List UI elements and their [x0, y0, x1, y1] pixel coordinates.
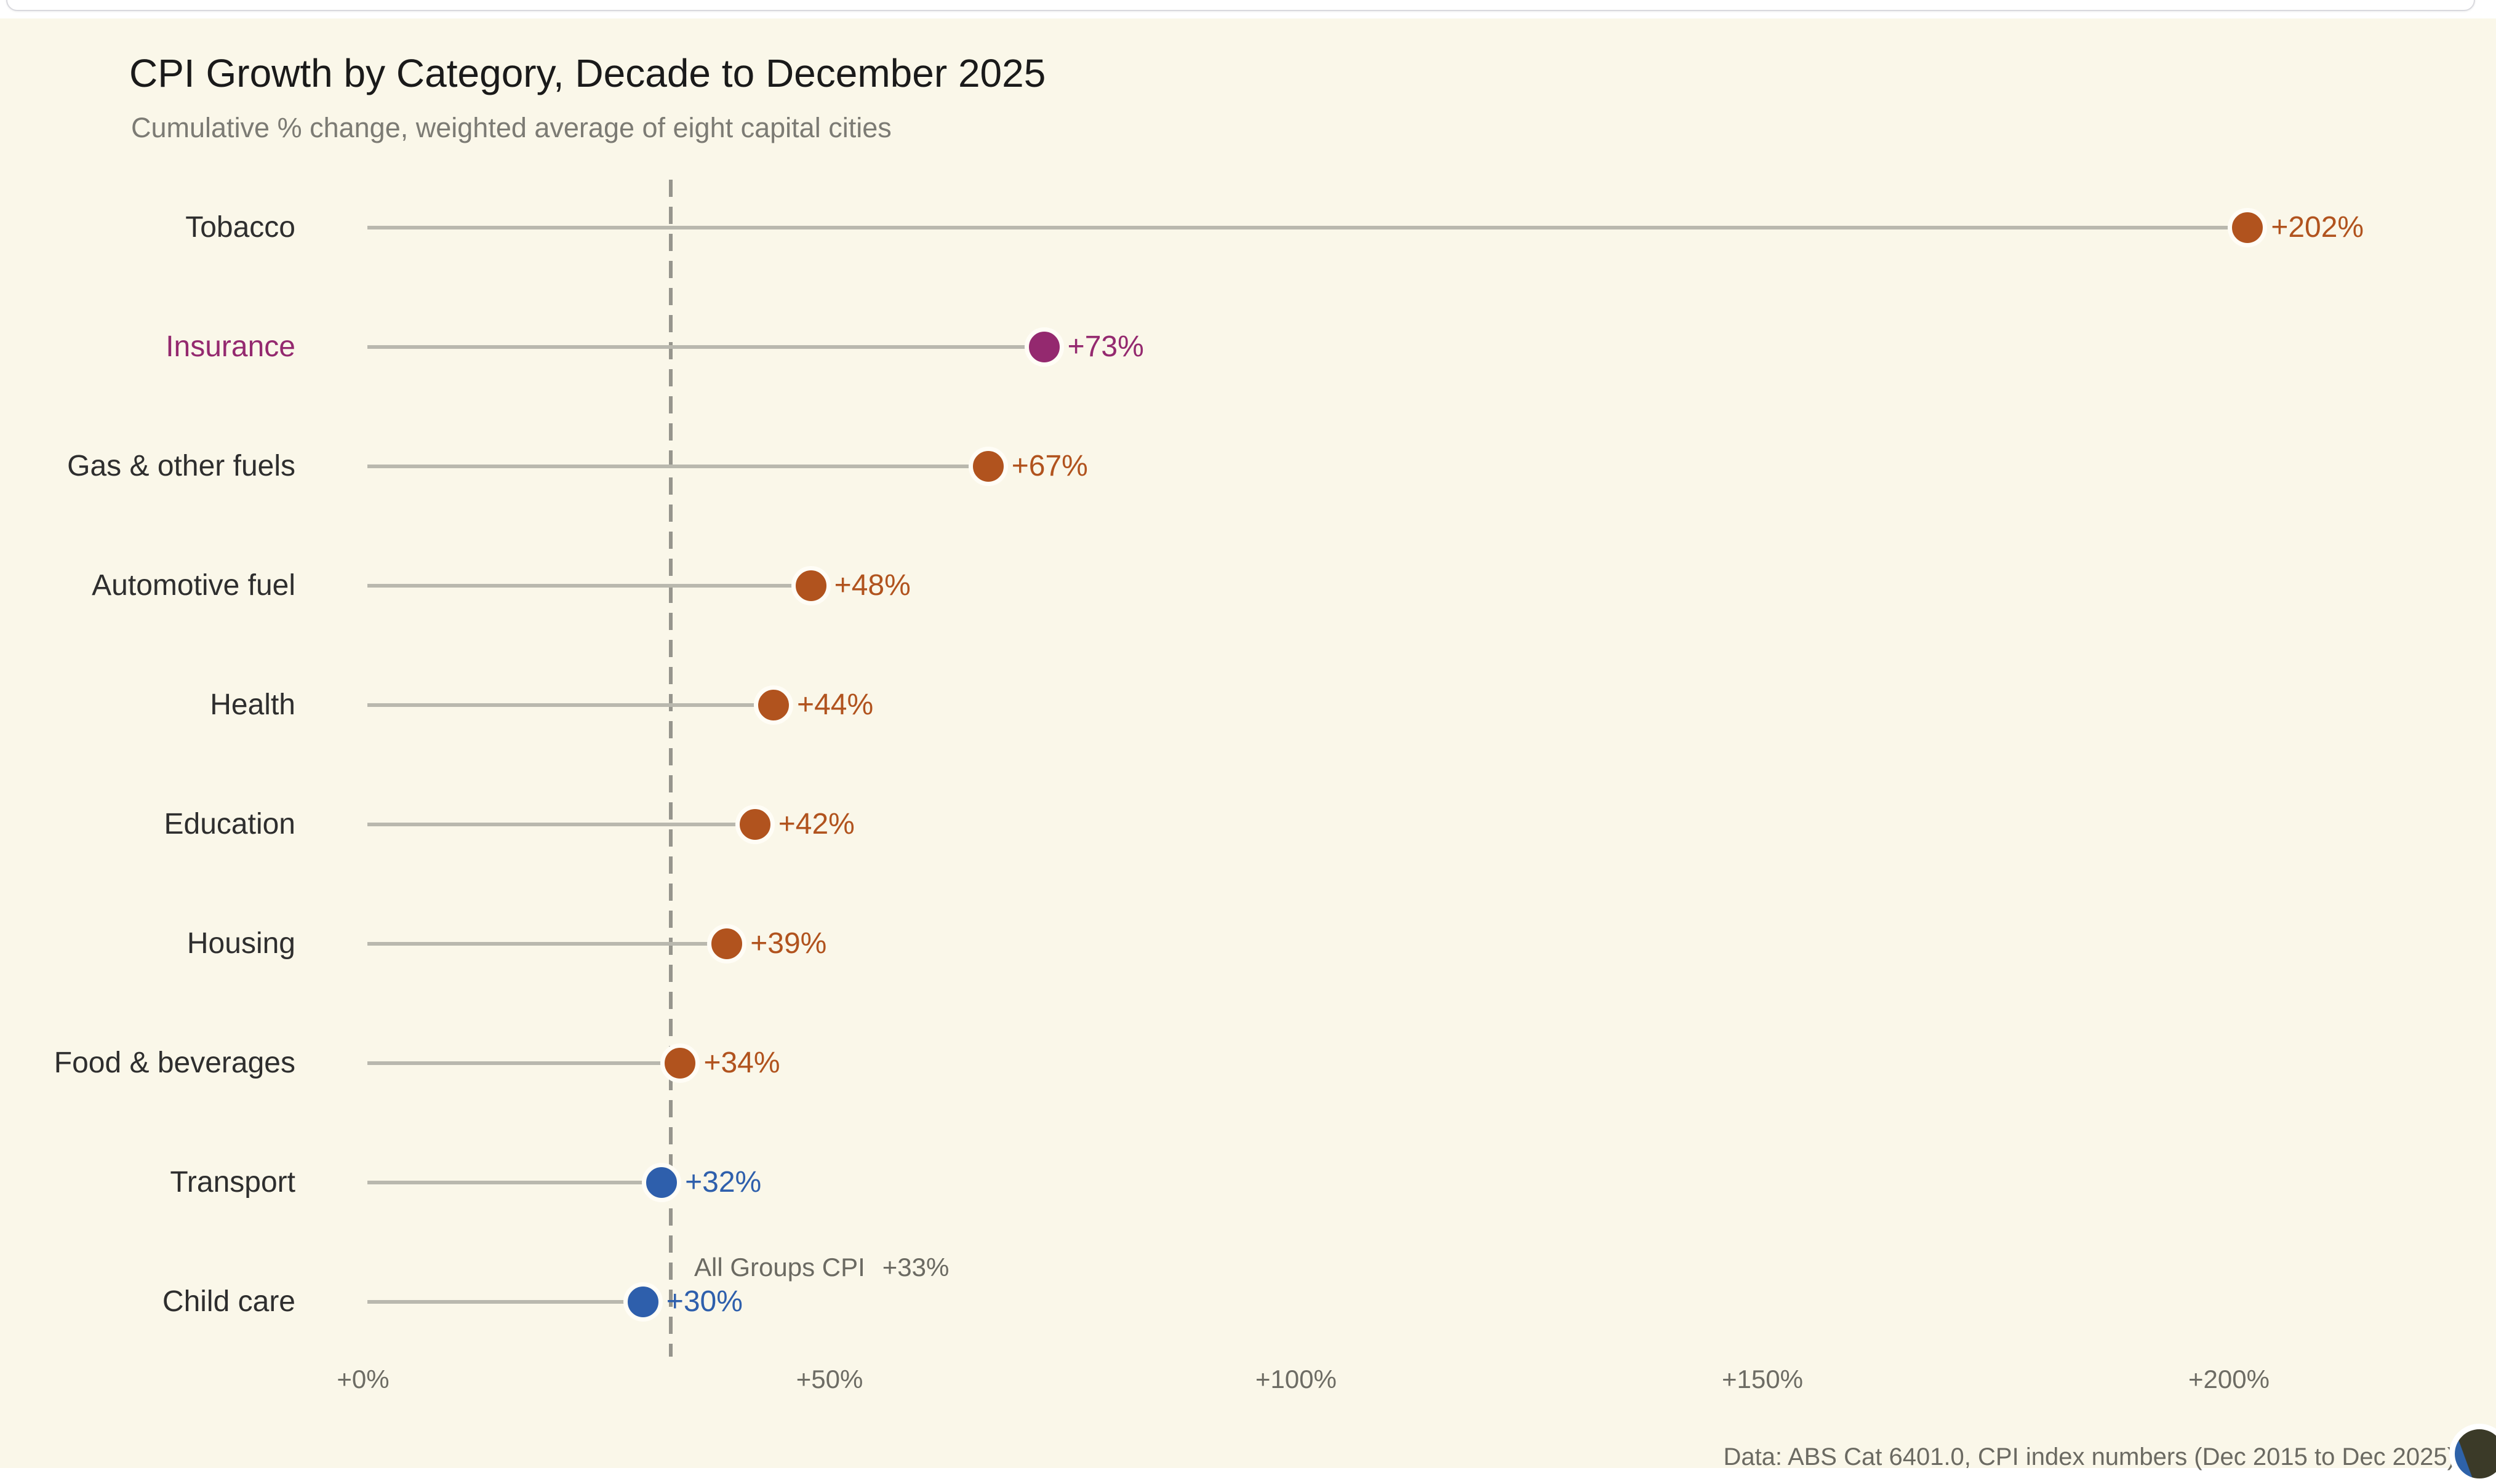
data-point-dot[interactable] [2228, 208, 2268, 247]
browser-chrome-bar [6, 0, 2475, 11]
data-point-dot[interactable] [707, 924, 747, 963]
category-label: Food & beverages [54, 1047, 295, 1079]
chart-subtitle: Cumulative % change, weighted average of… [131, 112, 892, 143]
category-label: Child care [162, 1285, 295, 1318]
lollipop-stem [367, 1061, 681, 1065]
category-label: Insurance [166, 330, 295, 363]
lollipop-stem [367, 942, 727, 946]
category-label: Gas & other fuels [67, 450, 295, 482]
value-label: +67% [1011, 450, 1088, 482]
value-label: +48% [834, 569, 911, 602]
data-point-dot[interactable] [968, 447, 1008, 486]
value-label: +202% [2271, 211, 2364, 244]
value-label: +73% [1067, 330, 1144, 363]
lollipop-stem [367, 345, 1044, 349]
data-source-note: Data: ABS Cat 6401.0, CPI index numbers … [1723, 1443, 2455, 1470]
data-point-dot[interactable] [642, 1163, 682, 1202]
lollipop-stem [367, 823, 755, 826]
value-label: +30% [666, 1285, 743, 1318]
lollipop-plot: Tobacco +202% Insurance +73% Gas & other fue… [0, 18, 2496, 1468]
reference-line-annotation: All Groups CPI +33% [694, 1253, 949, 1282]
chart-title: CPI Growth by Category, Decade to Decemb… [129, 51, 1046, 95]
x-axis-tick-label: +200% [2188, 1365, 2270, 1394]
category-label: Education [164, 808, 296, 840]
category-label: Health [210, 688, 295, 721]
category-label: Automotive fuel [92, 569, 295, 602]
x-axis-tick-label: +50% [796, 1365, 863, 1394]
value-label: +34% [703, 1047, 780, 1079]
lollipop-stem [367, 1181, 662, 1184]
data-point-dot[interactable] [1024, 327, 1064, 367]
reference-line-label: All Groups CPI [694, 1253, 865, 1282]
value-label: +32% [685, 1166, 762, 1199]
lollipop-stem [367, 1300, 643, 1304]
lollipop-stem [367, 465, 988, 468]
lollipop-stem [367, 584, 811, 588]
reference-line-value: +33% [882, 1253, 950, 1282]
lollipop-stem [367, 703, 774, 707]
category-label: Transport [170, 1166, 295, 1199]
category-label: Housing [186, 927, 295, 960]
data-point-dot[interactable] [623, 1282, 663, 1322]
data-point-dot[interactable] [791, 566, 831, 605]
all-groups-cpi-reference-line [669, 180, 673, 1357]
value-label: +42% [778, 808, 855, 840]
value-label: +39% [750, 927, 827, 960]
x-axis-tick-label: +150% [1722, 1365, 1803, 1394]
data-point-dot[interactable] [735, 805, 775, 844]
lollipop-stem [367, 226, 2248, 229]
value-label: +44% [797, 688, 874, 721]
data-point-dot[interactable] [754, 685, 794, 725]
x-axis-tick-label: +100% [1255, 1365, 1337, 1394]
data-point-dot[interactable] [660, 1043, 700, 1083]
x-axis-tick-label: +0% [337, 1365, 390, 1394]
chart-canvas: CPI Growth by Category, Decade to Decemb… [0, 18, 2496, 1484]
category-label: Tobacco [185, 211, 295, 244]
